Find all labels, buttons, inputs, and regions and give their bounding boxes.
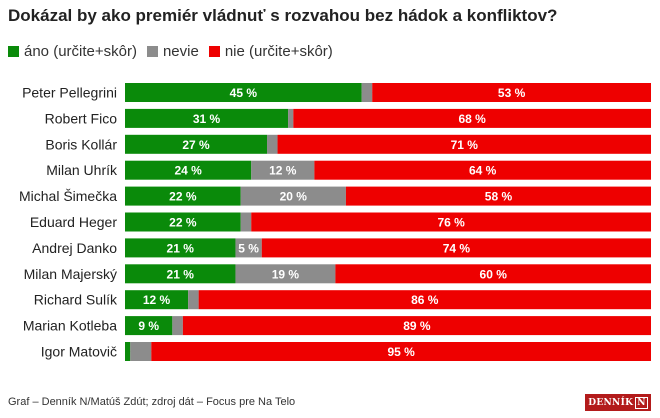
- data-label-nie-andrej-danko: 74 %: [443, 241, 471, 255]
- category-label-richard-sulik: Richard Sulík: [34, 292, 118, 308]
- bar-nevie-milan-majersky: [235, 264, 336, 284]
- bar-nevie-richard-sulik: [188, 290, 199, 310]
- category-label-andrej-danko: Andrej Danko: [32, 240, 117, 256]
- logo-text: DENNÍK: [588, 397, 634, 408]
- data-label-ano-robert-fico: 31 %: [193, 112, 221, 126]
- data-label-ano-milan-majersky: 21 %: [167, 267, 195, 281]
- bar-ano-boris-kollar: [125, 134, 268, 154]
- logo-letter: N: [635, 396, 648, 409]
- category-label-michal-simecka: Michal Šimečka: [19, 188, 117, 204]
- data-label-nie-milan-uhrik: 64 %: [469, 164, 497, 178]
- bar-ano-eduard-heger: [125, 212, 241, 232]
- bar-nevie-milan-uhrik: [251, 160, 315, 180]
- legend-item-ano: áno (určite+skôr): [8, 43, 137, 60]
- data-label-nie-eduard-heger: 76 %: [437, 216, 465, 230]
- source-footer: Graf – Denník N/Matúš Zdút; zdroj dát – …: [8, 396, 296, 408]
- category-label-peter-pellegrini: Peter Pellegrini: [22, 85, 117, 101]
- bar-nie-milan-majersky: [335, 264, 651, 284]
- data-label-nie-michal-simecka: 58 %: [485, 190, 513, 204]
- bar-nie-michal-simecka: [345, 186, 651, 206]
- category-label-robert-fico: Robert Fico: [45, 110, 118, 126]
- legend-label-nie: nie (určite+skôr): [224, 42, 333, 60]
- data-label-ano-michal-simecka: 22 %: [169, 190, 197, 204]
- data-label-nie-boris-kollar: 71 %: [451, 138, 479, 152]
- bar-nie-milan-uhrik: [314, 160, 651, 180]
- bar-nie-eduard-heger: [251, 212, 652, 232]
- bar-nevie-eduard-heger: [240, 212, 252, 232]
- legend: áno (určite+skôr) nevie nie (určite+skôr…: [8, 42, 343, 60]
- data-label-nie-richard-sulik: 86 %: [411, 293, 439, 307]
- legend-label-ano: áno (určite+skôr): [24, 42, 137, 60]
- bar-ano-robert-fico: [125, 108, 289, 128]
- category-label-igor-matovic: Igor Matovič: [41, 344, 117, 360]
- bar-nie-robert-fico: [293, 108, 651, 128]
- bar-ano-marian-kotleba: [125, 316, 173, 336]
- category-label-marian-kotleba: Marian Kotleba: [23, 318, 117, 334]
- legend-item-nevie: nevie: [146, 42, 199, 60]
- data-label-nevie-milan-uhrik: 12 %: [269, 164, 297, 178]
- data-label-ano-milan-uhrik: 24 %: [174, 164, 202, 178]
- bar-ano-igor-matovic: [125, 342, 131, 361]
- bar-nevie-peter-pellegrini: [361, 83, 373, 102]
- bar-nie-igor-matovic: [151, 342, 652, 361]
- legend-swatch-ano: [8, 45, 19, 57]
- bar-ano-andrej-danko: [125, 238, 236, 258]
- bar-ano-richard-sulik: [125, 290, 189, 310]
- data-label-ano-boris-kollar: 27 %: [182, 138, 210, 152]
- bar-nevie-robert-fico: [288, 108, 294, 128]
- data-label-nie-igor-matovic: 95 %: [387, 345, 415, 359]
- data-label-nevie-milan-majersky: 19 %: [272, 267, 300, 281]
- bar-nevie-andrej-danko: [235, 238, 262, 258]
- data-label-nie-peter-pellegrini: 53 %: [498, 86, 526, 100]
- bar-ano-michal-simecka: [125, 186, 241, 206]
- data-label-ano-eduard-heger: 22 %: [169, 216, 197, 230]
- legend-swatch-nevie: [146, 45, 158, 57]
- bar-ano-milan-majersky: [125, 264, 236, 284]
- legend-swatch-nie: [208, 45, 220, 57]
- data-label-nie-milan-majersky: 60 %: [480, 267, 508, 281]
- bar-nie-peter-pellegrini: [372, 83, 651, 102]
- bar-nie-andrej-danko: [261, 238, 651, 258]
- bar-nevie-michal-simecka: [240, 186, 346, 206]
- chart-title: Dokázal by ako premiér vládnuť s rozvaho…: [8, 6, 558, 25]
- bar-ano-peter-pellegrini: [125, 83, 362, 102]
- data-label-ano-andrej-danko: 21 %: [167, 241, 195, 255]
- bar-nie-marian-kotleba: [182, 316, 652, 336]
- bar-nevie-boris-kollar: [267, 134, 278, 154]
- bar-nevie-marian-kotleba: [172, 316, 183, 336]
- bar-ano-milan-uhrik: [125, 160, 252, 180]
- category-label-boris-kollar: Boris Kollár: [45, 136, 117, 152]
- bar-nie-richard-sulik: [198, 290, 651, 310]
- data-label-nevie-michal-simecka: 20 %: [280, 190, 308, 204]
- legend-label-nevie: nevie: [162, 42, 199, 60]
- category-label-milan-uhrik: Milan Uhrík: [46, 162, 118, 178]
- dennik-n-logo: DENNÍK N: [585, 394, 651, 411]
- data-label-nevie-andrej-danko: 5 %: [238, 241, 259, 255]
- legend-item-nie: nie (určite+skôr): [208, 42, 333, 60]
- bar-nie-boris-kollar: [277, 134, 651, 154]
- data-label-nie-marian-kotleba: 89 %: [403, 319, 431, 333]
- bar-nevie-igor-matovic: [130, 342, 152, 361]
- data-label-ano-peter-pellegrini: 45 %: [230, 86, 258, 100]
- data-label-ano-marian-kotleba: 9 %: [138, 319, 159, 333]
- data-label-nie-robert-fico: 68 %: [458, 112, 486, 126]
- category-label-milan-majersky: Milan Majerský: [24, 266, 117, 282]
- category-label-eduard-heger: Eduard Heger: [30, 214, 118, 230]
- data-label-ano-richard-sulik: 12 %: [143, 293, 171, 307]
